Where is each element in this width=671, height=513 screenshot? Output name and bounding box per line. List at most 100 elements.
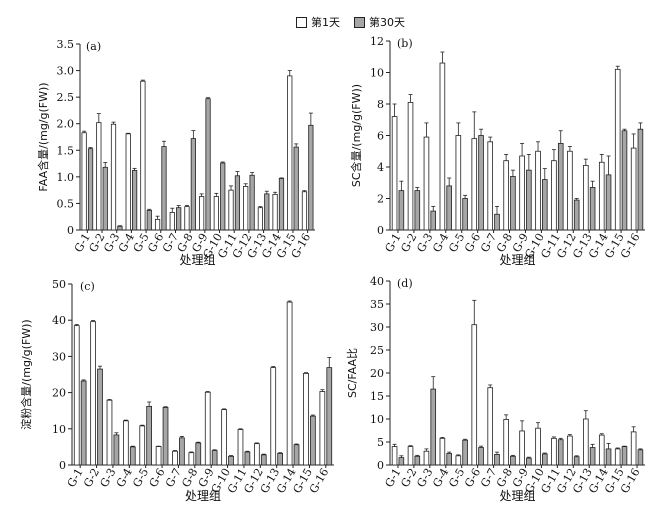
bar-day30: [446, 453, 452, 466]
bar-day30: [190, 138, 196, 231]
bar-day30: [80, 380, 87, 466]
y-tick-label: 30: [52, 350, 66, 363]
bar-day1: [90, 321, 96, 466]
bar-day30: [605, 174, 612, 231]
bar-day30: [260, 454, 267, 466]
bar-day30: [264, 193, 270, 231]
bar-day1: [503, 160, 509, 231]
bar-day1: [583, 165, 589, 231]
x-tick-label: G-8: [179, 466, 200, 490]
x-tick-label: G-3: [97, 466, 118, 490]
bar-day1: [184, 206, 190, 231]
x-tick-label: G-2: [81, 466, 102, 490]
y-tick-label: 2: [377, 193, 384, 206]
y-axis-title: SC含量/(mg/g(FW)): [349, 84, 363, 187]
bar-day1: [583, 418, 589, 466]
bar-day30: [244, 451, 251, 466]
y-tick-label: 12: [370, 35, 384, 48]
bar-day30: [398, 190, 405, 231]
bar-day1: [303, 373, 309, 466]
bar-day1: [228, 189, 234, 231]
y-tick-label: 3.5: [57, 38, 75, 51]
y-tick-label: 2.0: [57, 118, 75, 131]
bar-day30: [589, 447, 596, 466]
y-tick-label: 8: [377, 98, 384, 111]
bar-day1: [519, 430, 525, 466]
y-tick-label: 4: [377, 161, 384, 174]
bar-day1: [110, 123, 117, 231]
bar-day30: [205, 98, 211, 231]
y-tick-label: 10: [52, 423, 66, 436]
bar-day1: [439, 62, 446, 231]
bar-day1: [567, 435, 573, 466]
y-tick-label: 3.0: [57, 65, 75, 78]
bar-day30: [132, 170, 138, 231]
legend-label-day1: 第1天: [311, 16, 340, 29]
bar-day1: [535, 427, 541, 466]
bar-day30: [97, 368, 103, 466]
bar-day1: [257, 207, 263, 231]
y-tick-label: 50: [52, 278, 66, 291]
bar-day30: [326, 367, 333, 466]
bar-day1: [204, 391, 211, 466]
bar-day30: [162, 407, 169, 466]
bar-day1: [423, 136, 430, 231]
bar-day1: [630, 431, 637, 466]
bar-day1: [139, 425, 146, 466]
bar-day1: [237, 429, 244, 466]
legend-item-day30: 第30天: [354, 14, 405, 30]
y-axis-title: FAA含量/(mg/g(FW)): [36, 82, 50, 191]
bar-day1: [519, 155, 525, 231]
bar-day30: [478, 447, 484, 466]
bar-day30: [542, 179, 548, 231]
bar-day1: [123, 420, 129, 466]
bar-day1: [503, 419, 509, 466]
bar-day1: [253, 443, 260, 466]
bar-day1: [455, 455, 462, 466]
bar-day30: [161, 146, 167, 231]
y-tick-label: 1.5: [57, 144, 75, 157]
x-axis-title: 处理组: [185, 489, 221, 503]
bar-day30: [117, 225, 123, 231]
bar-day30: [478, 135, 484, 231]
bar-day30: [113, 434, 120, 466]
bar-day30: [589, 187, 596, 231]
bar-day30: [526, 457, 532, 466]
bar-day30: [310, 415, 316, 466]
panel-label: (d): [397, 277, 413, 290]
bar-day1: [551, 160, 557, 231]
y-tick-label: 0: [377, 459, 384, 472]
bar-day1: [172, 450, 178, 466]
bar-day30: [293, 444, 300, 466]
bar-day1: [487, 387, 493, 466]
bar-day1: [272, 193, 278, 231]
bar-day1: [487, 141, 493, 231]
bar-day30: [277, 453, 283, 466]
bar-day1: [423, 450, 430, 466]
x-tick-label: G-4: [114, 466, 135, 490]
y-tick-label: 5: [377, 436, 384, 449]
bar-day30: [249, 174, 255, 231]
bar-day30: [637, 128, 644, 231]
bar-day1: [598, 434, 605, 466]
bar-day30: [228, 455, 234, 466]
panel-label: (b): [397, 37, 413, 50]
bar-day1: [391, 446, 398, 466]
y-axis-title: SC/FAA比: [346, 348, 359, 398]
bar-day30: [414, 190, 421, 231]
bar-day30: [129, 446, 136, 466]
bar-day30: [176, 207, 182, 231]
bar-day1: [407, 102, 414, 231]
bar-day30: [573, 199, 580, 231]
bar-day30: [179, 437, 185, 466]
x-tick-label: G-7: [163, 466, 184, 490]
y-tick-label: 0: [59, 459, 66, 472]
bar-day1: [551, 437, 557, 466]
y-tick-label: 10: [370, 67, 384, 80]
bar-day30: [308, 124, 314, 231]
bar-day30: [102, 166, 108, 231]
bar-day1: [81, 132, 87, 231]
bar-day1: [439, 437, 446, 466]
legend-swatch-day30: [354, 16, 365, 28]
